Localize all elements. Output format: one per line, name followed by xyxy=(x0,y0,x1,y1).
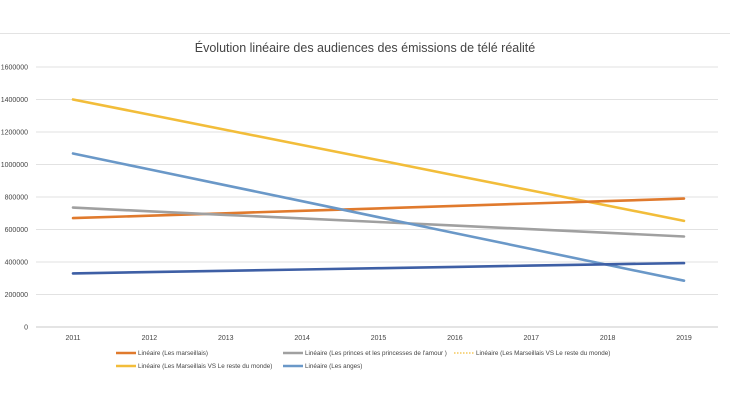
x-tick-label: 2015 xyxy=(371,335,387,342)
x-tick-label: 2011 xyxy=(65,335,80,342)
axis-layer: 0 200000 400000 600000 800000 1000000 1200000 1… xyxy=(1,65,692,343)
y-tick-label: 1200000 xyxy=(1,130,28,137)
y-tick-label: 200000 xyxy=(5,292,28,299)
y-tick-label: 800000 xyxy=(5,195,28,202)
x-tick-label: 2013 xyxy=(218,335,234,342)
x-tick-label: 2012 xyxy=(142,335,158,342)
legend: Linéaire (Les marseillais) Linéaire (Les … xyxy=(116,350,610,370)
legend-item: Linéaire (Les marseillais) xyxy=(116,350,208,357)
y-tick-label: 600000 xyxy=(5,227,28,234)
top-divider xyxy=(0,33,730,34)
legend-item: Linéaire (Les Marseillais VS Le reste du… xyxy=(116,363,272,370)
series-line xyxy=(71,197,686,220)
y-tick-label: 1600000 xyxy=(1,65,28,72)
y-tick-label: 1000000 xyxy=(1,162,28,169)
chart-title: Évolution linéaire des audiences des émi… xyxy=(195,40,536,55)
grid-layer xyxy=(36,66,718,328)
x-tick-label: 2016 xyxy=(447,335,463,342)
legend-label: Linéaire (Les Marseillais VS Le reste du… xyxy=(138,363,272,370)
x-tick-label: 2018 xyxy=(600,335,616,342)
x-tick-label: 2014 xyxy=(294,335,310,342)
series-line xyxy=(71,152,686,283)
series-layer xyxy=(71,98,686,283)
series-line xyxy=(71,98,686,223)
legend-label: Linéaire (Les anges) xyxy=(305,363,362,370)
y-tick-label: 1400000 xyxy=(1,97,28,104)
legend-item: Linéaire (Les Marseillais VS Le reste du… xyxy=(454,350,610,357)
legend-label: Linéaire (Les princes et les princesses … xyxy=(305,350,447,357)
legend-item: Linéaire (Les anges) xyxy=(283,363,362,370)
legend-item: Linéaire (Les princes et les princesses … xyxy=(283,350,447,357)
x-tick-label: 2019 xyxy=(676,335,692,342)
x-tick-label: 2017 xyxy=(523,335,539,342)
series-line xyxy=(71,261,686,275)
y-tick-label: 400000 xyxy=(5,260,28,267)
legend-label: Linéaire (Les Marseillais VS Le reste du… xyxy=(476,350,610,357)
legend-label: Linéaire (Les marseillais) xyxy=(138,350,208,357)
y-tick-label: 0 xyxy=(24,325,28,332)
series-line xyxy=(71,206,686,238)
